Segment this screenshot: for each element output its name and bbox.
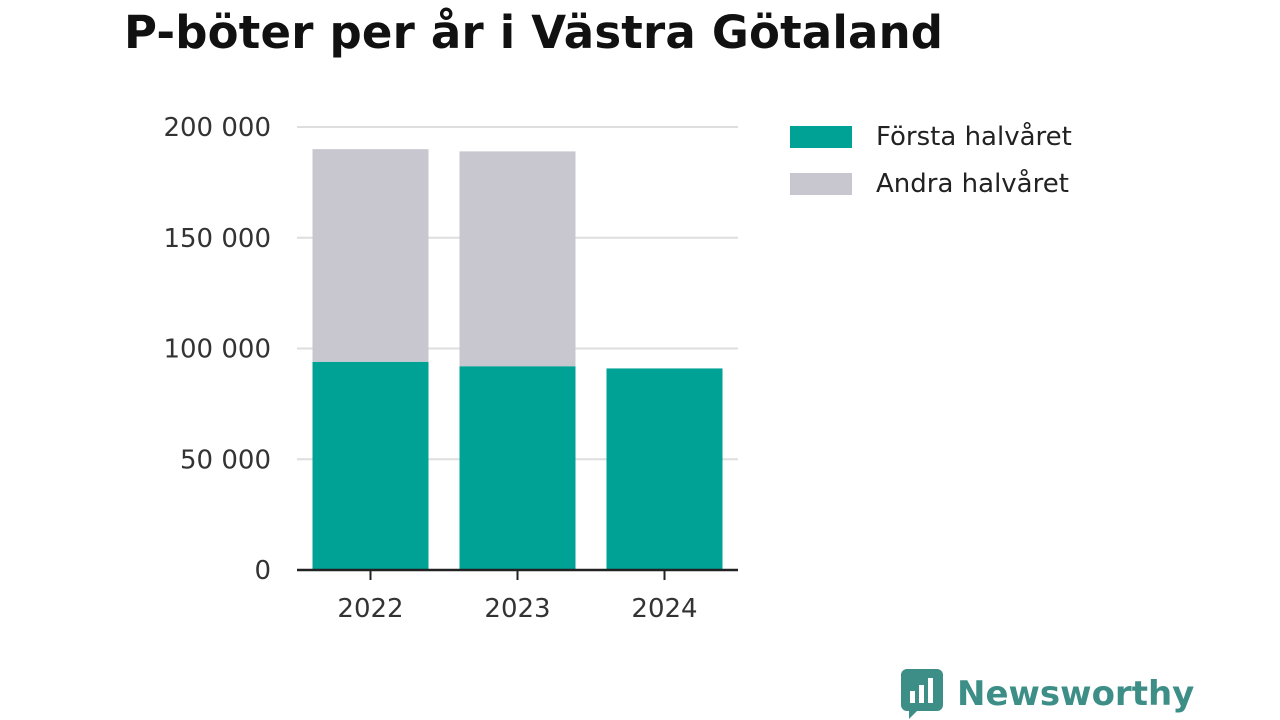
y-tick-label: 50 000 — [180, 445, 271, 475]
brand-name: Newsworthy — [957, 674, 1195, 714]
x-tick-label: 2022 — [337, 594, 403, 624]
brand-logo: Newsworthy — [901, 669, 1194, 719]
legend-item-first-half: Första halvåret — [790, 113, 1072, 160]
bars — [312, 149, 723, 570]
x-tick-label: 2023 — [484, 594, 550, 624]
chart-title: P-böter per år i Västra Götaland — [124, 6, 944, 59]
legend-swatch-second-half — [790, 172, 852, 195]
y-tick-label: 100 000 — [163, 335, 271, 365]
bar-2022-series-1 — [312, 149, 429, 362]
x-tick-label: 2024 — [631, 594, 697, 624]
y-tick-label: 150 000 — [163, 224, 271, 254]
chart-bubble-icon — [901, 669, 943, 719]
legend-label-second-half: Andra halvåret — [876, 168, 1069, 199]
bar-2022-series-0 — [312, 361, 429, 570]
bar-2023-series-0 — [459, 366, 576, 570]
legend-label-first-half: Första halvåret — [876, 121, 1072, 152]
bar-2024-series-0 — [606, 368, 723, 570]
bar-2023-series-1 — [459, 151, 576, 367]
y-tick-label: 200 000 — [163, 113, 271, 143]
legend-item-second-half: Andra halvåret — [790, 160, 1072, 207]
legend: Första halvåret Andra halvåret — [790, 113, 1072, 207]
y-tick-label: 0 — [254, 556, 271, 586]
axes: 0 50 000 100 000 150 000 200 000 2022 2023 2024 — [163, 113, 738, 624]
legend-swatch-first-half — [790, 125, 852, 148]
